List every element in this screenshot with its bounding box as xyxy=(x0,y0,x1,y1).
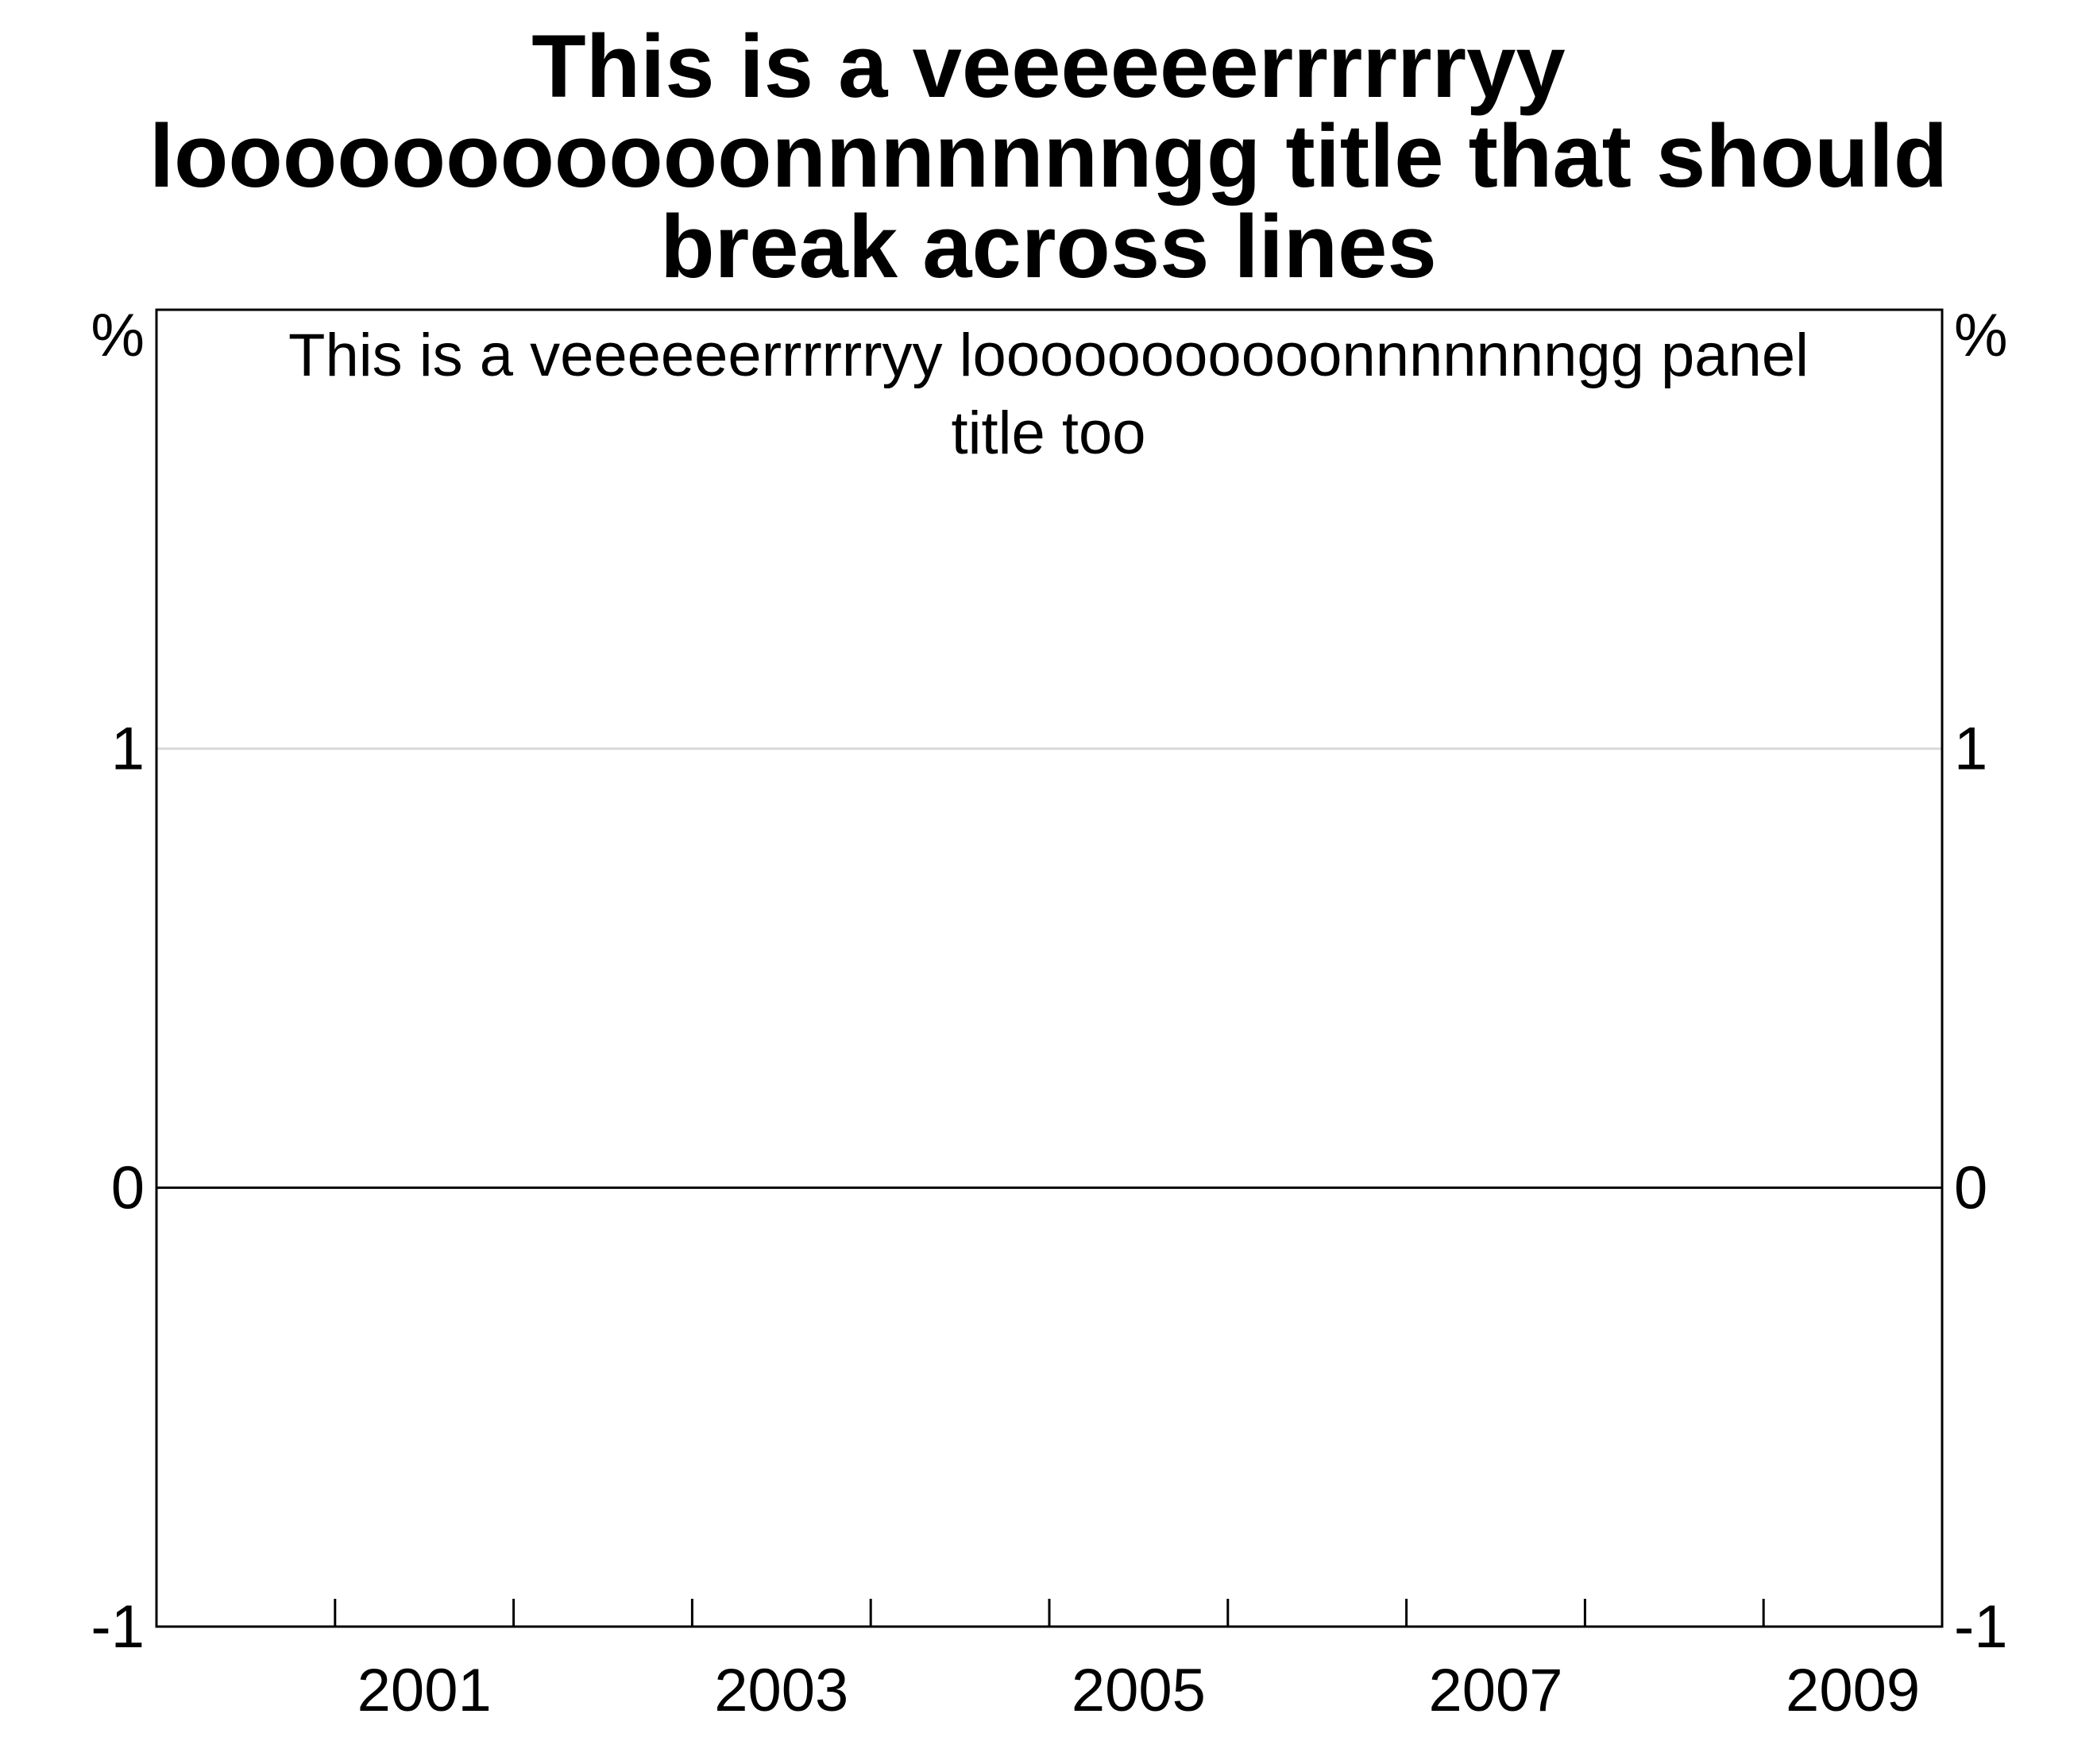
plot-frame xyxy=(155,308,1944,1628)
x-tick-label: 2003 xyxy=(714,1657,848,1724)
chart-title-line-3: break across lines xyxy=(660,197,1436,296)
y-tick-label-right: 1 xyxy=(1954,716,1987,783)
x-tick-label: 2005 xyxy=(1072,1657,1206,1724)
y-tick-label-left: 1 xyxy=(111,716,145,783)
chart-title-line-2: looooooooooonnnnnnngg title that should xyxy=(149,106,1948,206)
x-tick-label: 2007 xyxy=(1428,1657,1562,1724)
y-tick-label-right: -1 xyxy=(1954,1593,2008,1661)
x-tick-label: 2009 xyxy=(1786,1657,1920,1724)
y-tick-label-right: 0 xyxy=(1954,1154,1987,1222)
x-tick-label: 2001 xyxy=(357,1657,492,1724)
chart-title-line-1: This is a veeeeeerrrrrryy xyxy=(531,17,1565,116)
y-unit-left: % xyxy=(91,302,145,369)
panel-title-line-2: title too xyxy=(951,400,1145,467)
y-tick-label-left: 0 xyxy=(111,1154,145,1222)
plot-area: 2001 2003 2005 2007 2009 1 1 0 0 -1 -1 xyxy=(91,308,2008,1724)
y-unit-right: % xyxy=(1954,302,2008,369)
y-tick-label-left: -1 xyxy=(91,1593,145,1661)
panel-title-line-1: This is a veeeeeerrrrrryy looooooooooonn… xyxy=(288,322,1809,389)
